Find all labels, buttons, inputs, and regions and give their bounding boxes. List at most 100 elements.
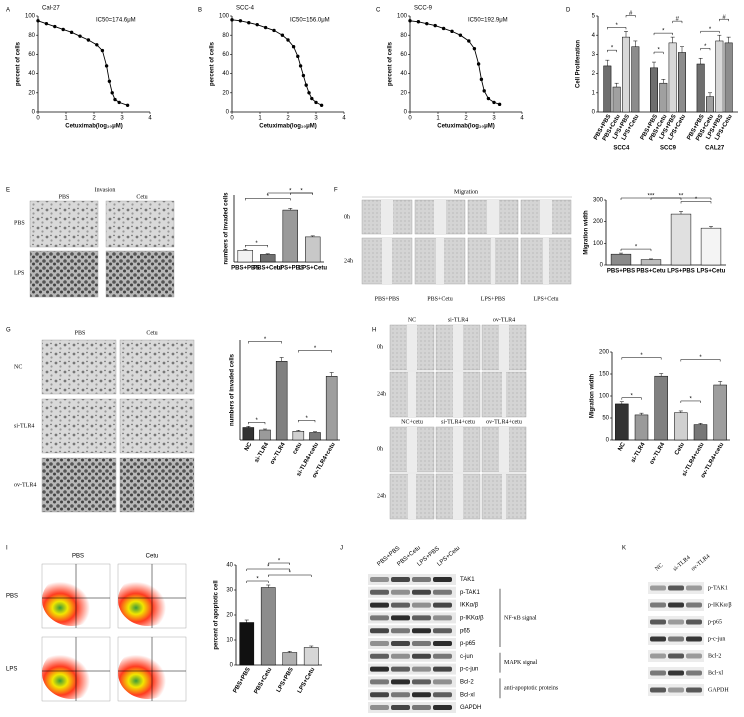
scratch-gap	[499, 325, 509, 370]
significance-bracket	[680, 400, 701, 403]
band	[650, 619, 666, 625]
band	[391, 628, 410, 634]
x-tick-label: 0	[408, 116, 412, 122]
scratch-gap	[407, 427, 417, 472]
band	[650, 585, 666, 591]
significance-label: *	[256, 577, 259, 583]
protein-label: p-TAK1	[460, 590, 481, 596]
protein-label: p-c-jun	[708, 636, 725, 642]
y-tick-label: 0	[606, 438, 610, 444]
micrograph	[105, 200, 175, 248]
scratch-gap	[453, 427, 463, 472]
data-point	[482, 89, 486, 93]
x-tick-label: LPS+Cetu	[297, 667, 317, 695]
row-label: LPS	[14, 270, 24, 276]
error-bar	[287, 651, 292, 653]
band	[370, 679, 389, 685]
panel-letter: C	[376, 8, 381, 14]
significance-bracket	[245, 198, 291, 201]
band	[370, 628, 389, 634]
bar	[713, 384, 727, 441]
data-point	[479, 77, 484, 82]
data-point	[486, 96, 491, 101]
data-point	[255, 22, 259, 27]
y-tick-label: 20	[222, 90, 229, 96]
significance-label: *	[255, 241, 258, 247]
x-tick-label: LPS+Cetu	[298, 266, 327, 272]
x-axis-label: Cetuximab(log₁₀μM)	[65, 124, 123, 130]
row-label: NC	[14, 364, 22, 370]
data-point	[263, 25, 268, 30]
group-label: SCC9	[660, 146, 677, 152]
band	[391, 692, 410, 698]
bar	[282, 652, 298, 666]
annotation: IC50=156.0μM	[290, 18, 330, 24]
error-bar	[679, 211, 683, 215]
protein-label: Bcl-2	[708, 653, 721, 659]
micrograph	[41, 457, 117, 513]
x-tick-label: 0	[230, 116, 234, 122]
band	[391, 589, 410, 595]
column-label: Cetu	[146, 330, 157, 336]
x-tick-label: 3	[314, 116, 318, 122]
error-bar	[649, 258, 653, 260]
gate	[118, 637, 186, 701]
panel-letter: G	[6, 328, 11, 334]
error-bar	[246, 426, 251, 428]
significance-label: *	[695, 197, 698, 203]
y-tick-label: 200	[599, 350, 610, 356]
significance-bracket	[653, 32, 673, 36]
significance-bracket	[268, 562, 290, 565]
error-bar	[605, 59, 610, 66]
scratch-gap	[502, 372, 506, 417]
band	[391, 602, 410, 608]
column-label: PBS+PBS	[375, 296, 400, 302]
band	[668, 670, 684, 676]
band	[370, 653, 389, 659]
y-tick-label: 0	[32, 110, 36, 116]
significance-bracket	[298, 420, 316, 423]
y-tick-label: 40	[28, 71, 35, 77]
x-tick-label: si-TLR4	[254, 441, 271, 464]
annotation: IC50=174.6μM	[96, 18, 136, 24]
y-axis-label: numbers of invaded cells	[224, 192, 230, 265]
protein-label: TAK1	[460, 577, 475, 583]
gate	[118, 564, 186, 628]
significance-label: #	[722, 15, 726, 21]
significance-label: **	[679, 194, 684, 200]
y-tick-label: 20	[226, 613, 233, 619]
error-bar	[288, 208, 293, 211]
significance-bracket	[620, 197, 682, 200]
scratch-gap	[408, 372, 416, 417]
protein-label: p-IKKα/β	[460, 615, 484, 621]
significance-bracket	[246, 568, 290, 571]
error-bar	[279, 357, 284, 362]
significance-label: ***	[647, 194, 655, 200]
scratch-gap	[436, 238, 444, 284]
band	[412, 628, 431, 634]
group-label: CAL27	[705, 146, 725, 152]
y-axis-label: Migration width	[590, 374, 596, 419]
row-label: LPS	[6, 667, 17, 673]
column-label: Cetu	[146, 554, 159, 560]
bar	[239, 622, 255, 666]
significance-label: *	[611, 46, 614, 52]
y-tick-label: 50	[602, 416, 609, 422]
y-tick-label: 10	[226, 638, 233, 644]
blot-strip	[368, 599, 456, 611]
error-bar	[296, 430, 301, 432]
band	[433, 615, 452, 621]
data-point	[314, 100, 318, 105]
y-tick-label: 0	[404, 110, 408, 116]
scratch-gap	[453, 372, 463, 417]
y-tick-label: 5	[592, 14, 596, 20]
data-point	[441, 26, 446, 31]
scratch-gap	[453, 474, 463, 519]
row-label: 0h	[344, 214, 350, 220]
band	[391, 679, 410, 685]
significance-label: *	[289, 189, 292, 195]
y-tick-label: 300	[593, 198, 604, 204]
blot-strip	[648, 684, 704, 696]
bar	[706, 96, 714, 113]
